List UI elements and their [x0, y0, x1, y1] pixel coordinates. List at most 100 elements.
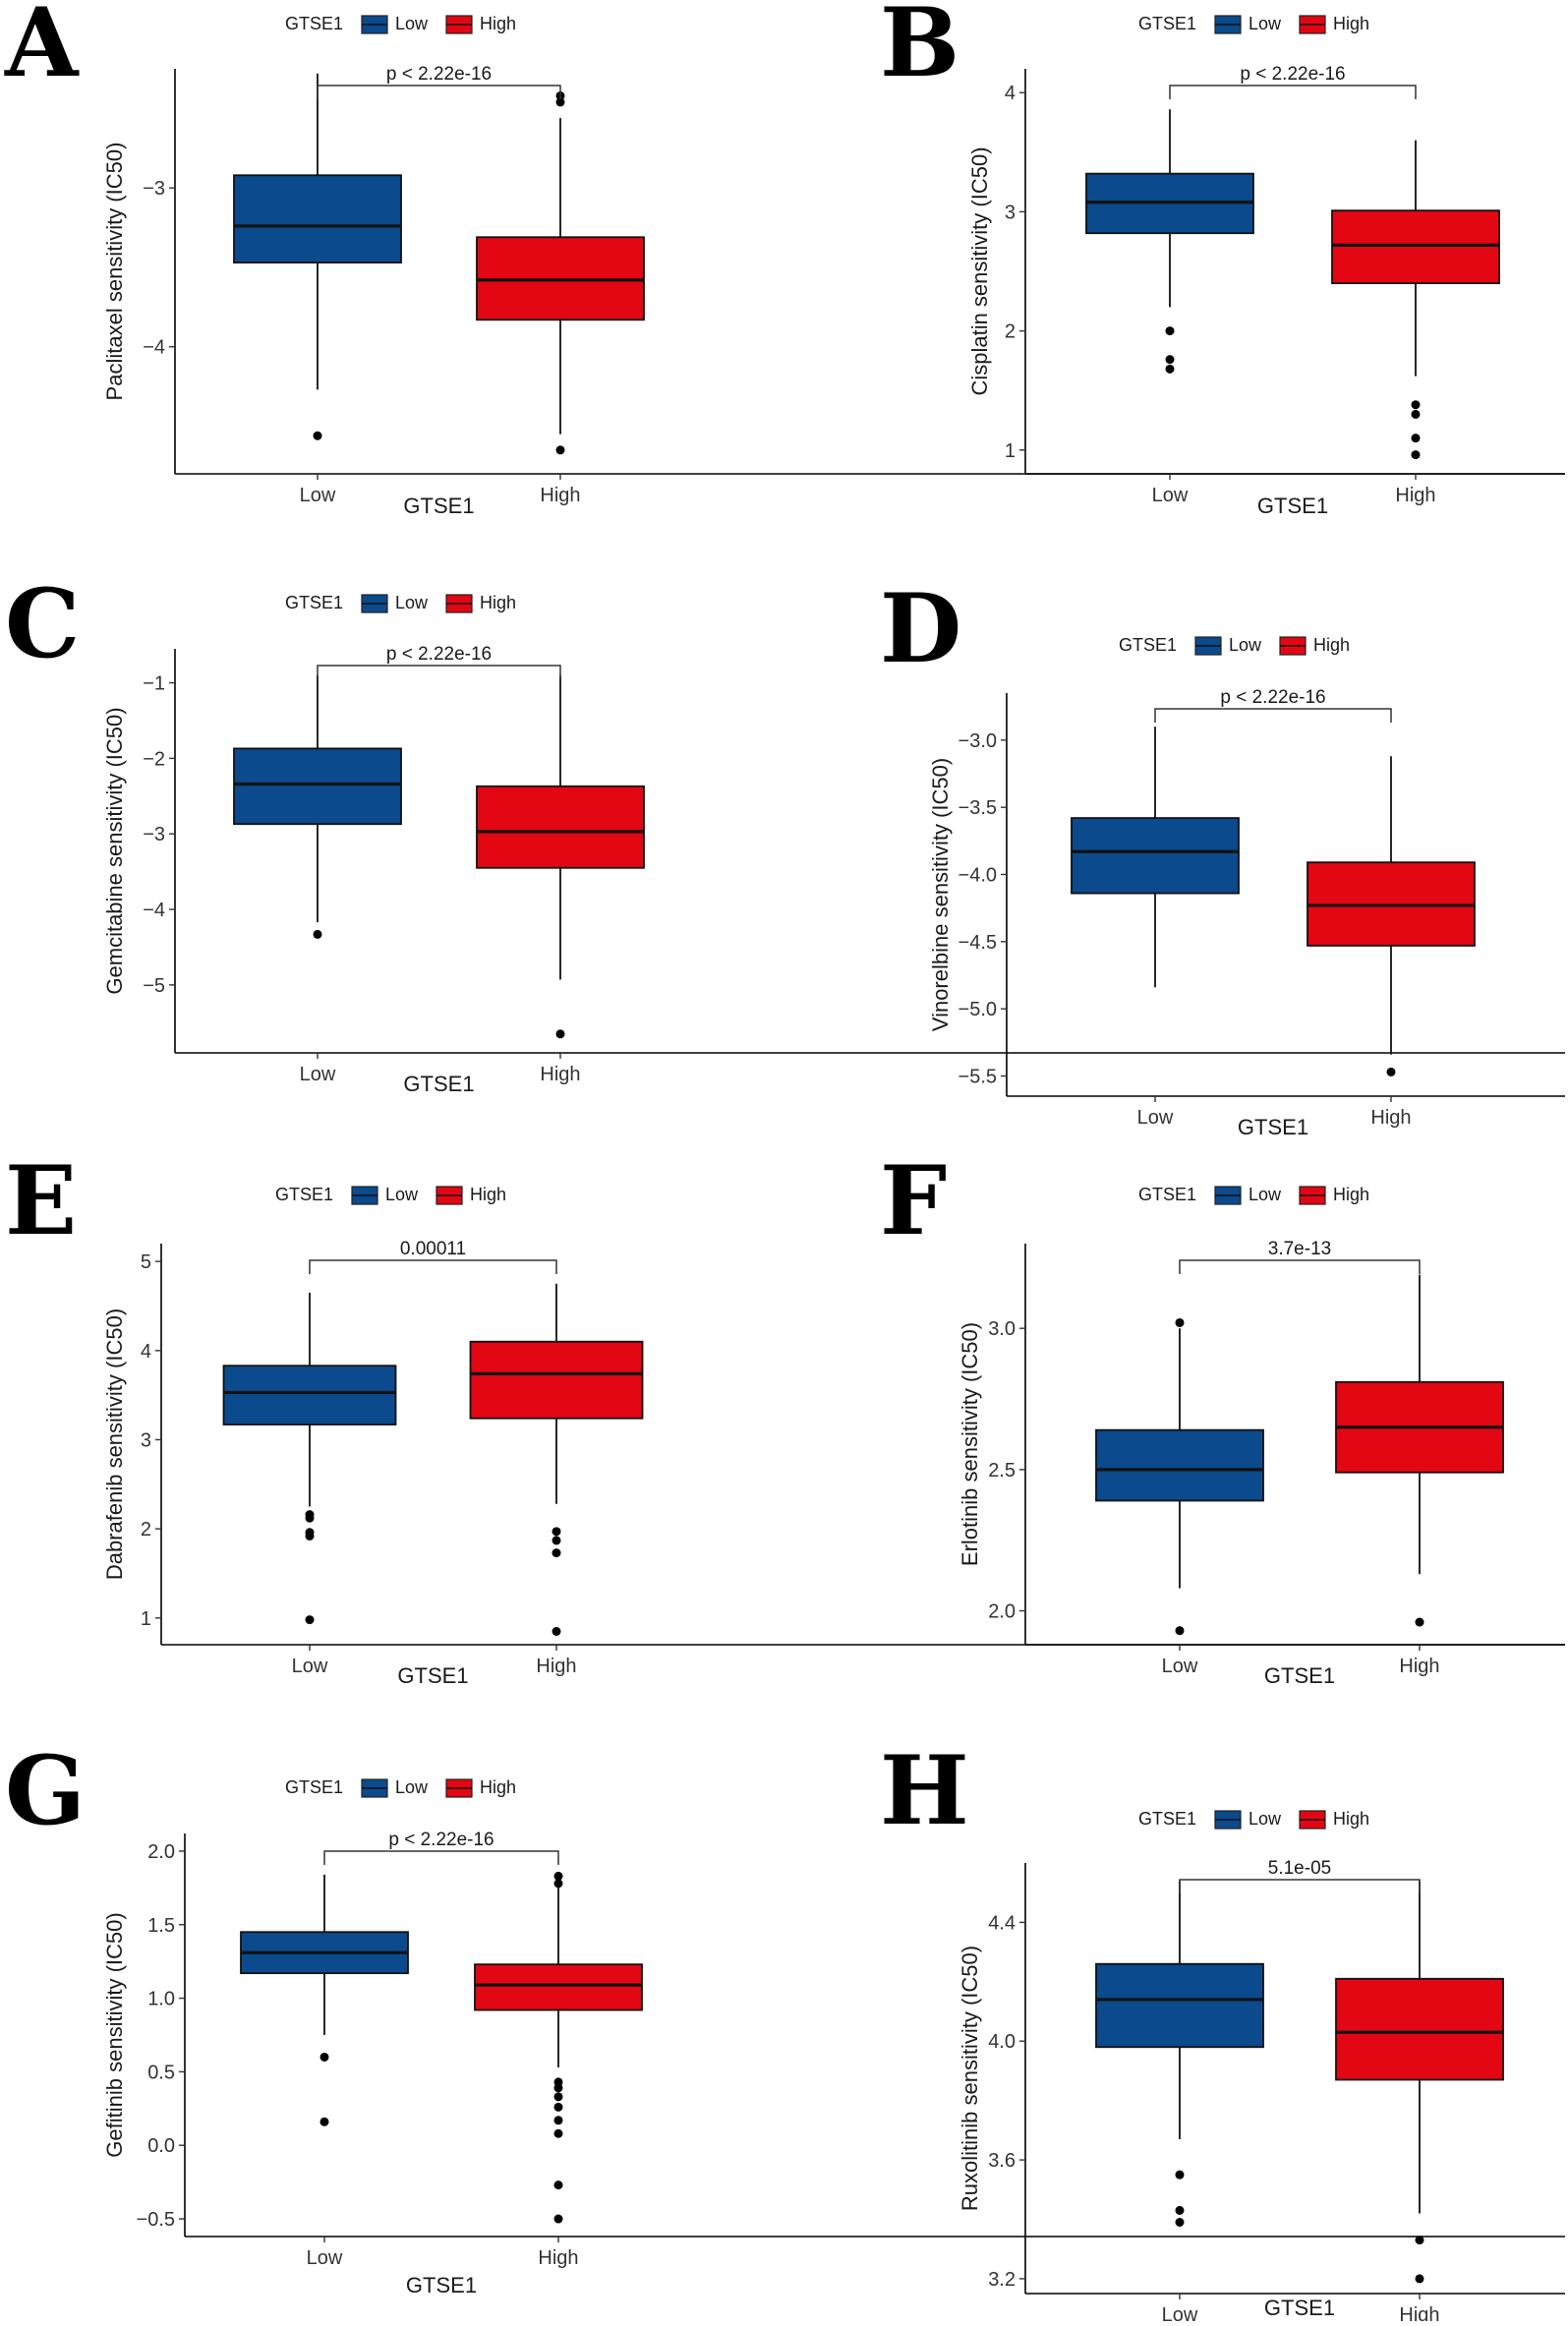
- y-tick-label: −3: [143, 824, 165, 845]
- iqr-box: [233, 747, 402, 826]
- legend-label-low: Low: [385, 1185, 419, 1204]
- legend-label-low: Low: [1249, 1185, 1282, 1204]
- p-value-label: 3.7e-13: [1268, 1239, 1331, 1259]
- iqr-box: [474, 1963, 643, 2011]
- outlier-point: [1165, 364, 1175, 374]
- outlier-point: [552, 1527, 561, 1537]
- legend-title: GTSE1: [1138, 1185, 1196, 1204]
- bracket-line: [1154, 708, 1392, 723]
- y-tick-label: 4.4: [988, 1912, 1016, 1934]
- box-low: [1095, 1317, 1264, 1636]
- y-axis-title: Gemcitabine sensitivity (IC50): [102, 707, 127, 994]
- outlier-point: [553, 2181, 563, 2190]
- legend-label-high: High: [1313, 635, 1350, 655]
- y-tick-label: 2.5: [988, 1460, 1016, 1482]
- bracket-line: [1179, 1879, 1421, 1893]
- y-tick-label: 1: [1005, 440, 1016, 462]
- legend-label-low: Low: [395, 14, 429, 33]
- y-tick-label: 0.5: [147, 2062, 175, 2083]
- outlier-point: [555, 1029, 565, 1039]
- x-axis-title: GTSE1: [403, 1072, 474, 1096]
- y-tick-label: −0.5: [137, 2209, 175, 2231]
- y-tick-label: 2.0: [147, 1841, 175, 1863]
- legend-title: GTSE1: [1119, 635, 1177, 655]
- legend-title: GTSE1: [285, 593, 343, 612]
- legend-title: GTSE1: [1138, 1809, 1196, 1829]
- x-tick-label-high: High: [1399, 2304, 1439, 2321]
- y-tick-label: 3: [141, 1429, 151, 1451]
- bracket-line: [1179, 1259, 1421, 1274]
- outlier-point: [552, 1536, 561, 1545]
- x-tick-label-high: High: [540, 1064, 580, 1085]
- significance-bracket: 5.1e-05: [1179, 1858, 1421, 1893]
- outlier-point: [553, 1879, 563, 1889]
- panel-letter: B: [880, 0, 959, 98]
- legend: GTSE1 Low High: [1138, 1185, 1369, 1205]
- outlier-point: [1411, 434, 1421, 443]
- iqr-box: [1071, 817, 1240, 895]
- panel-letter: E: [5, 1145, 77, 1256]
- y-tick-label: −4.5: [958, 932, 997, 954]
- significance-bracket: 3.7e-13: [1179, 1239, 1421, 1274]
- iqr-box: [1095, 1962, 1264, 2049]
- box-low: [222, 1292, 397, 1625]
- outlier-point: [319, 2117, 329, 2126]
- p-value-label: 0.00011: [400, 1239, 466, 1259]
- panel-h: H GTSE1 Low High 3.2 3.6 4.0 4.4 Low High GTSE1 Rux…: [880, 1735, 1565, 2326]
- panel-c: C GTSE1 Low High −1 −2 −3 −4 −5 Low High GTSE1 Gemci…: [5, 568, 1565, 1096]
- outlier-point: [1175, 2170, 1185, 2180]
- legend-label-high: High: [480, 593, 516, 612]
- legend-label-high: High: [1333, 1185, 1369, 1204]
- y-tick-label: 2: [1005, 321, 1016, 343]
- outlier-point: [1175, 2218, 1185, 2228]
- legend-label-high: High: [1333, 14, 1369, 33]
- y-tick-label: −4: [143, 337, 165, 359]
- p-value-label: p < 2.22e-16: [1240, 64, 1345, 85]
- box-high: [476, 90, 645, 455]
- x-tick-label-low: Low: [300, 485, 336, 506]
- legend-label-low: Low: [1249, 1809, 1282, 1829]
- x-tick-label-high: High: [1370, 1107, 1411, 1129]
- outlier-point: [553, 1871, 563, 1881]
- y-tick-label: 4.0: [988, 2031, 1016, 2053]
- y-tick-label: −2: [143, 748, 165, 770]
- iqr-box: [1331, 209, 1500, 285]
- x-tick-label-high: High: [1395, 485, 1435, 506]
- legend-label-low: Low: [395, 1777, 429, 1797]
- y-tick-label: −5.5: [958, 1067, 997, 1088]
- outlier-point: [313, 929, 322, 939]
- panel-letter: G: [5, 1735, 86, 1846]
- y-tick-label: −5.0: [958, 999, 997, 1020]
- legend: GTSE1 Low High: [1138, 14, 1369, 34]
- outlier-point: [319, 2052, 329, 2062]
- y-tick-label: 1.0: [147, 1989, 175, 2010]
- outlier-point: [1411, 400, 1421, 410]
- panel-a: A GTSE1 Low High −3 −4 Low High GTSE1 Paclitaxel …: [4, 0, 1565, 518]
- box-high: [469, 1283, 644, 1636]
- outlier-point: [313, 431, 322, 440]
- box-high: [1335, 1881, 1504, 2284]
- y-tick-label: 1: [141, 1608, 151, 1630]
- bracket-line: [323, 1850, 559, 1865]
- significance-bracket: p < 2.22e-16: [323, 1830, 559, 1865]
- iqr-box: [222, 1365, 397, 1425]
- outlier-point: [552, 1548, 561, 1558]
- x-tick-label-high: High: [538, 2247, 578, 2269]
- legend-title: GTSE1: [285, 1777, 343, 1797]
- iqr-box: [469, 1340, 644, 1420]
- y-tick-label: −1: [143, 673, 165, 695]
- y-tick-label: −4: [143, 900, 165, 921]
- box-low: [1085, 109, 1254, 374]
- panel-letter: C: [5, 568, 80, 679]
- y-tick-label: 3.0: [988, 1318, 1016, 1340]
- y-tick-label: 5: [141, 1251, 151, 1273]
- x-tick-label-low: Low: [1162, 1656, 1198, 1677]
- outlier-point: [553, 2128, 563, 2138]
- box-high: [1307, 756, 1476, 1076]
- y-tick-label: −3: [143, 178, 165, 200]
- significance-bracket: p < 2.22e-16: [317, 644, 561, 679]
- iqr-box: [233, 174, 402, 264]
- box-high: [476, 674, 645, 1039]
- outlier-point: [553, 2102, 563, 2112]
